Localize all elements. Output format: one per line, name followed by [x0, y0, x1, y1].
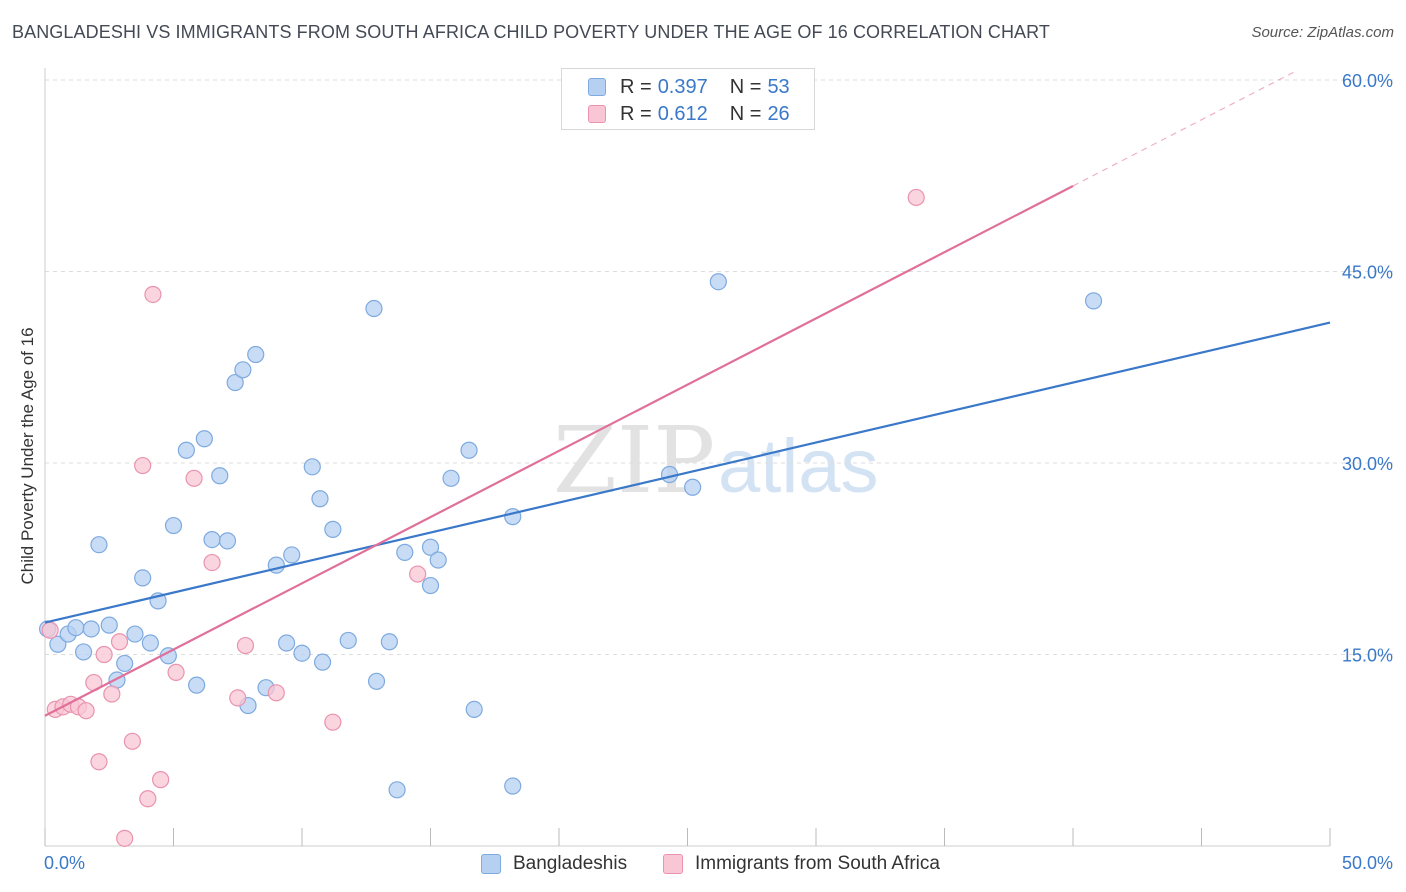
y-tick-label: 60.0% — [1342, 71, 1393, 91]
point-bangladeshi — [277, 634, 296, 652]
point-south-africa — [152, 771, 170, 789]
point-bangladeshi — [164, 516, 183, 535]
bottom-legend-swatch-blue — [481, 854, 501, 874]
watermark-atlas: atlas — [718, 424, 879, 509]
legend-row-south-africa: R = 0.612 N = 26 — [588, 103, 790, 125]
bottom-legend-bangladeshis: Bangladeshis — [481, 852, 627, 876]
point-south-africa — [95, 645, 113, 664]
point-south-africa — [324, 713, 342, 731]
legend-row-bangladeshis: R = 0.397 N = 53 — [588, 76, 790, 98]
point-bangladeshi — [74, 643, 93, 661]
point-bangladeshi — [141, 634, 159, 652]
source-label: Source: ZipAtlas.com — [1251, 24, 1394, 41]
bottom-legend-swatch-pink — [663, 854, 683, 874]
point-bangladeshi — [188, 676, 206, 694]
point-bangladeshi — [293, 644, 311, 662]
point-south-africa — [134, 456, 152, 475]
point-bangladeshi — [226, 373, 244, 392]
bottom-legend-label: Immigrants from South Africa — [695, 853, 940, 874]
point-south-africa — [267, 684, 285, 702]
point-bangladeshi — [442, 469, 460, 487]
point-bangladeshi — [126, 625, 144, 643]
y-tick-label: 15.0% — [1342, 646, 1393, 666]
point-bangladeshi — [234, 361, 252, 379]
point-bangladeshi — [396, 543, 414, 561]
point-bangladeshi — [421, 576, 440, 595]
point-south-africa — [41, 621, 59, 639]
x-tick-label: 0.0% — [44, 853, 85, 873]
trend-line-0 — [44, 321, 1331, 624]
point-bangladeshi — [283, 546, 301, 564]
point-bangladeshi — [429, 551, 447, 569]
point-south-africa — [90, 753, 108, 771]
point-south-africa — [139, 790, 157, 808]
point-south-africa — [110, 633, 129, 651]
point-bangladeshi — [311, 490, 329, 508]
point-bangladeshi — [421, 538, 440, 556]
point-south-africa — [907, 188, 925, 207]
point-bangladeshi — [709, 273, 727, 291]
y-tick-label: 45.0% — [1342, 263, 1393, 283]
point-bangladeshi — [324, 520, 342, 538]
point-south-africa — [116, 829, 134, 847]
point-bangladeshi — [134, 569, 152, 587]
legend-r-value: 0.612 — [657, 102, 708, 125]
x-tick-label: 50.0% — [1342, 853, 1393, 873]
point-south-africa — [103, 685, 121, 703]
bottom-legend-label: Bangladeshis — [513, 853, 628, 874]
trend-line-dashed-1 — [1072, 70, 1297, 187]
point-bangladeshi — [465, 700, 483, 718]
legend-swatch-pink — [588, 105, 606, 123]
bottom-legend-south-africa: Immigrants from South Africa — [663, 852, 940, 876]
point-south-africa — [167, 663, 185, 681]
point-bangladeshi — [195, 430, 213, 448]
point-bangladeshi — [49, 635, 67, 653]
trend-line-1 — [44, 184, 1074, 717]
y-axis-label: Child Poverty Under the Age of 16 — [18, 327, 37, 584]
point-bangladeshi — [90, 536, 108, 554]
point-bangladeshi — [365, 299, 383, 318]
legend-r-label: R = — [620, 75, 652, 98]
legend-n-value: 53 — [767, 75, 790, 98]
point-bangladeshi — [211, 467, 229, 485]
point-south-africa — [123, 732, 141, 750]
point-south-africa — [185, 469, 203, 487]
point-south-africa — [203, 553, 221, 572]
point-bangladeshi — [460, 441, 478, 459]
point-bangladeshi — [303, 458, 321, 476]
point-bangladeshi — [218, 532, 237, 550]
point-bangladeshi — [313, 653, 332, 671]
point-bangladeshi — [247, 345, 265, 364]
point-bangladeshi — [82, 620, 100, 638]
point-south-africa — [77, 702, 95, 720]
point-bangladeshi — [380, 633, 398, 651]
point-bangladeshi — [67, 619, 85, 637]
point-bangladeshi — [388, 781, 406, 799]
point-bangladeshi — [504, 777, 522, 795]
point-south-africa — [144, 285, 162, 304]
legend-n-label: N = — [729, 102, 762, 125]
point-south-africa — [229, 689, 247, 707]
point-bangladeshi — [203, 530, 221, 549]
point-bangladeshi — [100, 616, 118, 634]
point-bangladeshi — [684, 478, 702, 496]
legend-r-value: 0.397 — [657, 75, 708, 98]
legend-box: R = 0.397 N = 53 R = 0.612 N = 26 — [561, 68, 815, 130]
watermark-zip: ZIP — [553, 407, 715, 514]
point-bangladeshi — [1084, 292, 1103, 310]
legend-n-value: 26 — [767, 102, 790, 125]
point-south-africa — [409, 565, 427, 583]
point-bangladeshi — [367, 672, 386, 690]
legend-r-label: R = — [620, 102, 652, 125]
legend-swatch-blue — [588, 78, 606, 96]
chart-title: BANGLADESHI VS IMMIGRANTS FROM SOUTH AFR… — [12, 22, 1051, 42]
point-bangladeshi — [339, 631, 357, 650]
point-south-africa — [236, 636, 255, 655]
point-bangladeshi — [116, 654, 134, 673]
point-bangladeshi — [177, 441, 195, 459]
y-tick-label: 30.0% — [1342, 454, 1393, 474]
legend-n-label: N = — [729, 75, 762, 98]
